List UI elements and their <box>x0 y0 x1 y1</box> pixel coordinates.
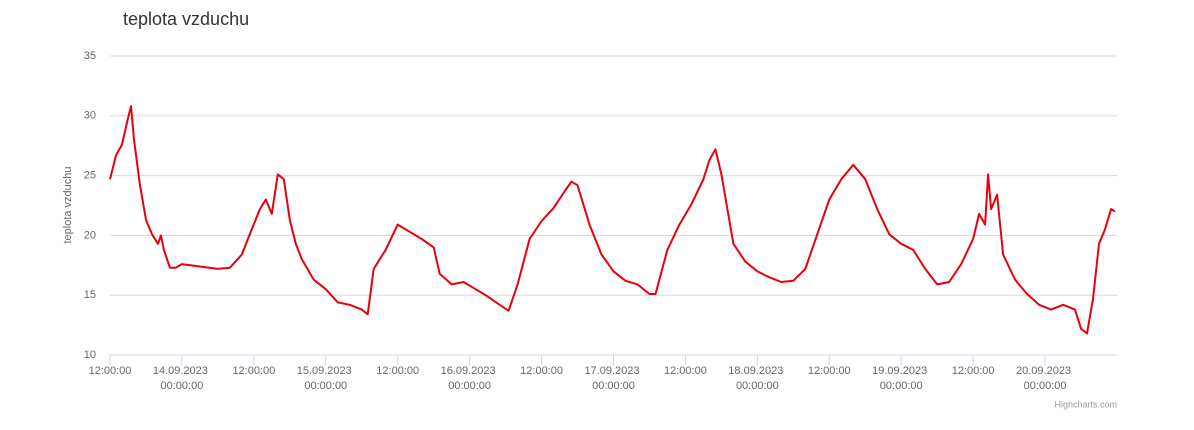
credits: Highcharts.com <box>1054 399 1117 409</box>
x-tick-label: 19.09.2023 00:00:00 <box>872 365 930 392</box>
x-tick-label: 20.09.2023 00:00:00 <box>1016 365 1074 392</box>
y-axis-title: teplota vzduchu <box>62 166 74 243</box>
chart-title: teplota vzduchu <box>123 9 249 29</box>
x-tick-label: 16.09.2023 00:00:00 <box>441 365 499 392</box>
y-tick-label: 30 <box>84 110 96 122</box>
x-tick-label: 12:00:00 <box>376 365 419 377</box>
y-tick-label: 25 <box>84 170 96 182</box>
series-line <box>109 105 1116 335</box>
x-tick-label: 15.09.2023 00:00:00 <box>297 365 355 392</box>
x-tick-label: 12:00:00 <box>89 365 132 377</box>
x-tick-label: 12:00:00 <box>520 365 563 377</box>
x-tick-label: 12:00:00 <box>664 365 707 377</box>
x-tick-label: 17.09.2023 00:00:00 <box>584 365 642 392</box>
x-tick-label: 18.09.2023 00:00:00 <box>728 365 786 392</box>
x-tick-label: 12:00:00 <box>952 365 995 377</box>
x-tick-label: 12:00:00 <box>808 365 851 377</box>
y-tick-label: 15 <box>84 289 96 301</box>
y-tick-label: 20 <box>84 229 96 241</box>
y-tick-label: 35 <box>84 50 96 62</box>
y-tick-label: 10 <box>84 349 96 361</box>
x-tick-label: 12:00:00 <box>232 365 275 377</box>
x-tick-label: 14.09.2023 00:00:00 <box>153 365 211 392</box>
